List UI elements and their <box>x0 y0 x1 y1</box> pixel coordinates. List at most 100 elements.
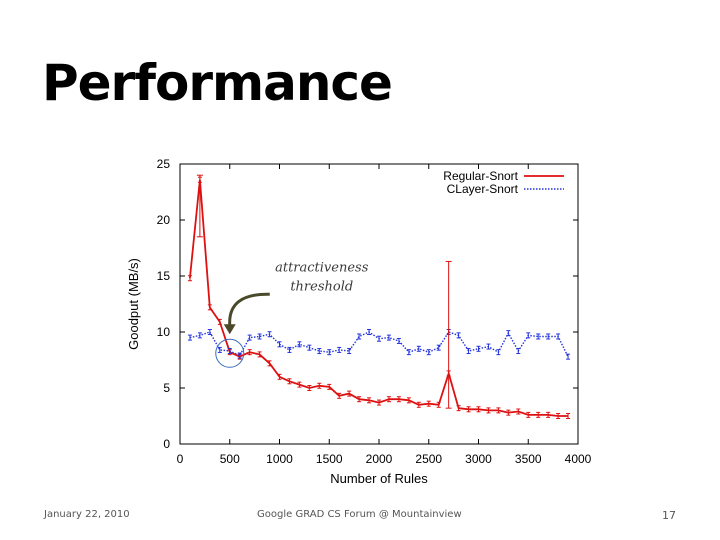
data-point-clayer-snort <box>357 333 362 340</box>
y-tick-label: 20 <box>157 213 171 227</box>
data-point-regular-snort <box>416 401 421 408</box>
y-axis-label: Goodput (MB/s) <box>126 258 141 350</box>
legend-label-regular-snort: Regular-Snort <box>443 169 518 183</box>
data-point-regular-snort <box>217 318 222 325</box>
data-point-clayer-snort <box>496 349 501 356</box>
data-point-regular-snort <box>187 275 192 282</box>
data-point-regular-snort <box>327 383 332 390</box>
data-point-regular-snort <box>337 392 342 399</box>
data-point-clayer-snort <box>237 352 242 359</box>
slide-title: Performance <box>42 54 393 112</box>
data-point-regular-snort <box>377 399 381 406</box>
data-point-clayer-snort <box>426 349 431 356</box>
data-point-clayer-snort <box>247 334 252 341</box>
data-point-clayer-snort <box>257 333 262 340</box>
data-point-clayer-snort <box>197 332 202 339</box>
data-point-clayer-snort <box>347 348 352 355</box>
data-point-regular-snort <box>357 396 362 403</box>
data-point-regular-snort <box>396 396 401 403</box>
data-point-regular-snort <box>566 413 571 419</box>
data-point-regular-snort <box>466 406 471 413</box>
page-number: 17 <box>662 509 676 522</box>
x-tick-label: 1500 <box>316 452 343 466</box>
data-point-clayer-snort <box>267 331 272 338</box>
x-tick-label: 3000 <box>465 452 492 466</box>
threshold-circle <box>215 338 245 368</box>
data-point-regular-snort <box>406 397 411 404</box>
y-tick-label: 15 <box>157 269 171 283</box>
threshold-arrow <box>228 292 270 326</box>
data-point-regular-snort <box>526 411 531 418</box>
data-point-clayer-snort <box>307 344 312 351</box>
data-point-regular-snort <box>436 401 441 408</box>
data-point-regular-snort <box>247 349 252 356</box>
annotation: attractiveness threshold <box>215 260 369 368</box>
data-point-regular-snort <box>267 360 272 367</box>
data-point-clayer-snort <box>187 334 192 341</box>
data-point-clayer-snort <box>506 330 511 337</box>
data-point-clayer-snort <box>436 344 441 351</box>
data-point-clayer-snort <box>327 349 332 356</box>
data-point-clayer-snort <box>536 333 541 340</box>
data-point-clayer-snort <box>217 346 222 353</box>
data-point-clayer-snort <box>396 337 401 344</box>
data-point-clayer-snort <box>456 332 461 339</box>
x-tick-label: 4000 <box>565 452 592 466</box>
footer-date: January 22, 2010 <box>44 509 130 520</box>
data-point-regular-snort <box>556 413 561 419</box>
data-point-clayer-snort <box>227 348 232 355</box>
annotation-line-1: attractiveness <box>275 260 369 275</box>
data-point-clayer-snort <box>367 329 372 335</box>
x-tick-label: 2000 <box>366 452 393 466</box>
data-point-clayer-snort <box>297 341 302 348</box>
data-point-clayer-snort <box>556 333 561 340</box>
error-bar <box>196 174 203 238</box>
data-point-clayer-snort <box>486 343 491 350</box>
data-point-clayer-snort <box>377 335 381 342</box>
x-axis-ticks: 0 500 1000 1500 2000 2500 3000 3500 4000 <box>177 164 592 466</box>
x-tick-label: 500 <box>220 452 240 466</box>
data-point-regular-snort <box>426 400 431 407</box>
x-tick-label: 2500 <box>415 452 442 466</box>
data-point-regular-snort <box>317 382 322 389</box>
data-point-clayer-snort <box>406 349 411 356</box>
error-bar <box>445 260 452 409</box>
data-point-regular-snort <box>277 373 282 380</box>
data-point-clayer-snort <box>207 329 212 335</box>
data-point-regular-snort <box>506 409 511 416</box>
data-point-clayer-snort <box>516 348 521 355</box>
data-point-clayer-snort <box>386 334 391 341</box>
threshold-arrowhead <box>223 324 236 335</box>
data-point-clayer-snort <box>317 348 322 355</box>
data-point-regular-snort <box>546 411 551 418</box>
data-point-regular-snort <box>287 378 292 385</box>
data-point-regular-snort <box>456 405 461 412</box>
y-tick-label: 5 <box>163 381 170 395</box>
data-point-regular-snort <box>367 397 372 404</box>
x-tick-label: 0 <box>177 452 184 466</box>
goodput-chart: 0 500 1000 1500 2000 2500 3000 3500 4000 0 5 10 15 2… <box>126 157 592 486</box>
data-point-regular-snort <box>476 406 481 413</box>
data-point-regular-snort <box>347 390 352 397</box>
x-tick-label: 1000 <box>266 452 293 466</box>
annotation-line-2: threshold <box>290 279 353 294</box>
series-layer <box>187 174 571 419</box>
y-tick-label: 0 <box>163 437 170 451</box>
data-point-regular-snort <box>496 407 501 414</box>
data-point-clayer-snort <box>526 332 531 339</box>
footer-event: Google GRAD CS Forum @ Mountainview <box>257 509 462 520</box>
y-tick-label: 10 <box>157 325 171 339</box>
data-point-regular-snort <box>536 411 541 418</box>
data-point-clayer-snort <box>566 353 571 360</box>
data-point-regular-snort <box>386 396 391 403</box>
data-point-clayer-snort <box>546 333 551 340</box>
data-point-regular-snort <box>486 407 491 414</box>
data-point-clayer-snort <box>287 346 292 353</box>
data-point-clayer-snort <box>277 341 282 348</box>
data-point-regular-snort <box>297 381 302 388</box>
data-point-regular-snort <box>257 351 262 358</box>
x-tick-label: 3500 <box>515 452 542 466</box>
y-axis-ticks: 0 5 10 15 20 25 <box>157 157 578 451</box>
legend-label-clayer-snort: CLayer-Snort <box>447 182 519 196</box>
